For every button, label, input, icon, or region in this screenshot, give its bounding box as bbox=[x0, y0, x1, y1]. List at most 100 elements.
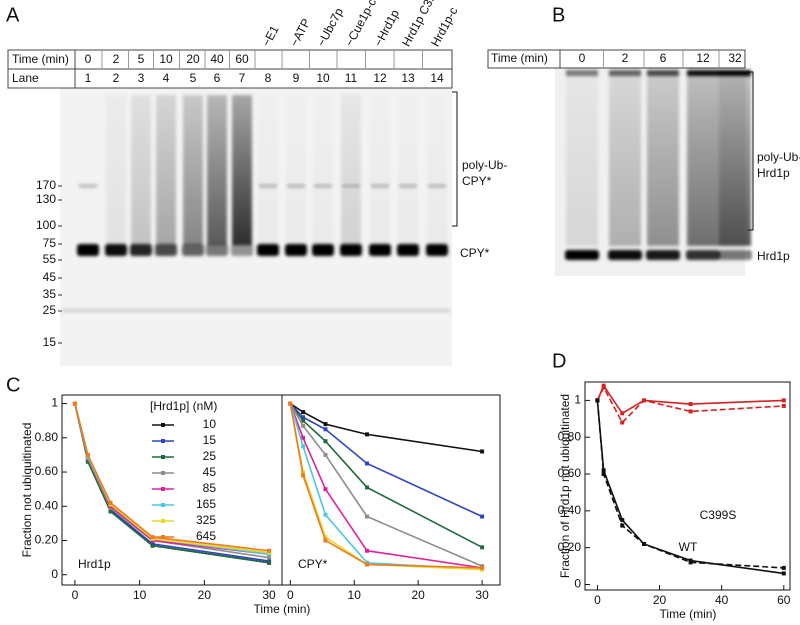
smear bbox=[286, 95, 306, 245]
plot-frame bbox=[281, 394, 501, 586]
point bbox=[620, 411, 625, 416]
smear bbox=[370, 95, 390, 245]
point bbox=[781, 398, 786, 403]
y-tick-label: 0 bbox=[51, 567, 58, 581]
point bbox=[323, 452, 328, 457]
marker-label: 55 bbox=[43, 252, 57, 266]
x-tick-label: 40 bbox=[715, 593, 729, 607]
lane-label: 11 bbox=[345, 71, 358, 85]
panel-annotation: Hrd1p bbox=[78, 557, 111, 571]
point bbox=[781, 571, 786, 576]
series-line bbox=[74, 403, 270, 559]
bracket bbox=[452, 91, 458, 227]
band bbox=[340, 244, 362, 256]
band bbox=[155, 244, 177, 256]
x-tick-label: 10 bbox=[348, 588, 362, 602]
point bbox=[688, 560, 693, 565]
x-tick-label: 20 bbox=[198, 588, 212, 602]
series-line bbox=[289, 403, 483, 567]
marker-label: 100 bbox=[36, 218, 56, 232]
point bbox=[688, 409, 693, 414]
band bbox=[397, 244, 419, 256]
y-tick-label: 0.80 bbox=[35, 430, 59, 444]
faint-band bbox=[399, 184, 417, 188]
series-line bbox=[596, 385, 784, 424]
point bbox=[601, 468, 606, 473]
header-label: Lane bbox=[12, 71, 39, 85]
point bbox=[85, 459, 90, 464]
panel-label: B bbox=[552, 4, 565, 26]
legend-label: 45 bbox=[203, 465, 217, 479]
faint-band bbox=[314, 184, 332, 188]
series-line bbox=[74, 403, 270, 555]
band bbox=[206, 244, 228, 256]
faint-band bbox=[342, 184, 360, 188]
legend-marker bbox=[161, 519, 165, 523]
band bbox=[608, 250, 642, 260]
smear bbox=[719, 76, 751, 246]
y-tick-label: 0.60 bbox=[558, 466, 582, 480]
x-tick-label: 20 bbox=[653, 593, 667, 607]
point bbox=[365, 485, 370, 490]
legend-marker bbox=[161, 471, 165, 475]
point bbox=[595, 398, 600, 403]
smear bbox=[609, 76, 641, 246]
marker-label: 75 bbox=[43, 236, 57, 250]
series-line bbox=[74, 403, 270, 554]
smear bbox=[687, 76, 719, 246]
point bbox=[601, 472, 606, 477]
series-line bbox=[289, 402, 483, 453]
point bbox=[267, 548, 272, 553]
lane-label: 14 bbox=[430, 71, 444, 85]
point bbox=[620, 518, 625, 523]
band bbox=[105, 244, 127, 256]
point bbox=[301, 410, 306, 415]
x-tick-label: 10 bbox=[133, 588, 147, 602]
smear bbox=[427, 95, 447, 245]
faint-band bbox=[428, 184, 446, 188]
point bbox=[72, 401, 77, 406]
smear bbox=[156, 95, 176, 245]
point bbox=[480, 565, 485, 570]
band bbox=[565, 250, 599, 260]
point bbox=[323, 535, 328, 540]
point bbox=[267, 560, 272, 565]
point bbox=[365, 514, 370, 519]
point bbox=[323, 512, 328, 517]
point bbox=[267, 555, 272, 560]
y-axis-label: Fraction of Hrd1p not ubiquitinated bbox=[558, 394, 572, 578]
panel-label: C bbox=[6, 374, 20, 396]
series-annotation: C399S bbox=[700, 508, 737, 522]
y-tick-label: 0.20 bbox=[558, 540, 582, 554]
marker-label: 35 bbox=[43, 287, 57, 301]
x-tick-label: 0 bbox=[287, 588, 294, 602]
point bbox=[642, 541, 647, 546]
point bbox=[365, 562, 370, 567]
legend-marker bbox=[161, 503, 165, 507]
legend-label: 25 bbox=[203, 449, 217, 463]
smear bbox=[131, 95, 151, 245]
smear bbox=[183, 95, 203, 245]
faint-band bbox=[287, 184, 305, 188]
point bbox=[365, 461, 370, 466]
header-label: Time (min) bbox=[12, 52, 69, 66]
legend-marker bbox=[161, 439, 165, 443]
time-label: 5 bbox=[138, 52, 145, 66]
lane-label: 5 bbox=[190, 71, 197, 85]
marker-label: 170 bbox=[36, 178, 56, 192]
lane-label: 9 bbox=[293, 71, 300, 85]
y-tick-label: 0.60 bbox=[35, 464, 59, 478]
bracket-label-line: Hrd1p bbox=[757, 166, 790, 180]
x-tick-label: 0 bbox=[72, 588, 79, 602]
point bbox=[85, 452, 90, 457]
band-label: CPY* bbox=[460, 246, 490, 260]
point bbox=[601, 385, 606, 390]
point bbox=[288, 401, 293, 406]
top-band bbox=[647, 70, 679, 76]
time-label: 20 bbox=[186, 52, 200, 66]
faint-band bbox=[79, 184, 97, 188]
y-tick-label: 1 bbox=[574, 393, 581, 407]
condition-label: −Hrd1p bbox=[371, 7, 402, 49]
series-annotation: WT bbox=[679, 540, 698, 554]
